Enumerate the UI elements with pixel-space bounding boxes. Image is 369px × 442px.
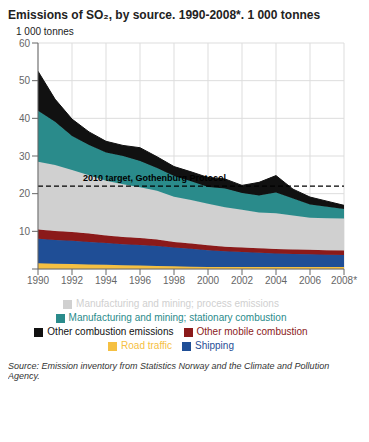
svg-text:60: 60: [19, 38, 31, 49]
html-text:Manufacturing and mining; proc: Manufacturing and mining; process emissi…: [76, 298, 279, 309]
svg-text:20: 20: [19, 188, 31, 199]
svg-text:1990: 1990: [27, 275, 50, 286]
svg-text:1998: 1998: [163, 275, 186, 286]
svg-text:2010 target, Gothenburg Protoc: 2010 target, Gothenburg Protocol: [83, 173, 226, 183]
html-text:Other combustion emissions: Other combustion emissions: [47, 326, 174, 337]
html-text:1 000 tonnes: 1 000 tonnes: [16, 26, 74, 37]
html-text:Shipping: Shipping: [195, 340, 234, 351]
svg-text:1996: 1996: [129, 275, 152, 286]
svg-text:2000: 2000: [197, 275, 220, 286]
html-text:Source: Emission inventory fro: Source: Emission inventory from Statisti…: [8, 361, 330, 381]
svg-text:2002: 2002: [231, 275, 254, 286]
html-text:Manufacturing and mining; stat: Manufacturing and mining; stationary com…: [68, 312, 287, 323]
svg-text:40: 40: [19, 113, 31, 124]
html-text:Other mobile combustion: Other mobile combustion: [196, 326, 308, 337]
html-text:Road traffic: Road traffic: [121, 340, 172, 351]
svg-text:10: 10: [19, 226, 31, 237]
html-text:Emissions of SO₂, by source. 1: Emissions of SO₂, by source. 1990-2008*.…: [8, 8, 321, 22]
svg-text:50: 50: [19, 75, 31, 86]
svg-text:1992: 1992: [61, 275, 84, 286]
svg-text:30: 30: [19, 151, 31, 162]
svg-text:2008*: 2008*: [331, 275, 357, 286]
svg-text:1994: 1994: [95, 275, 118, 286]
svg-text:2006: 2006: [299, 275, 322, 286]
svg-text:2004: 2004: [265, 275, 288, 286]
